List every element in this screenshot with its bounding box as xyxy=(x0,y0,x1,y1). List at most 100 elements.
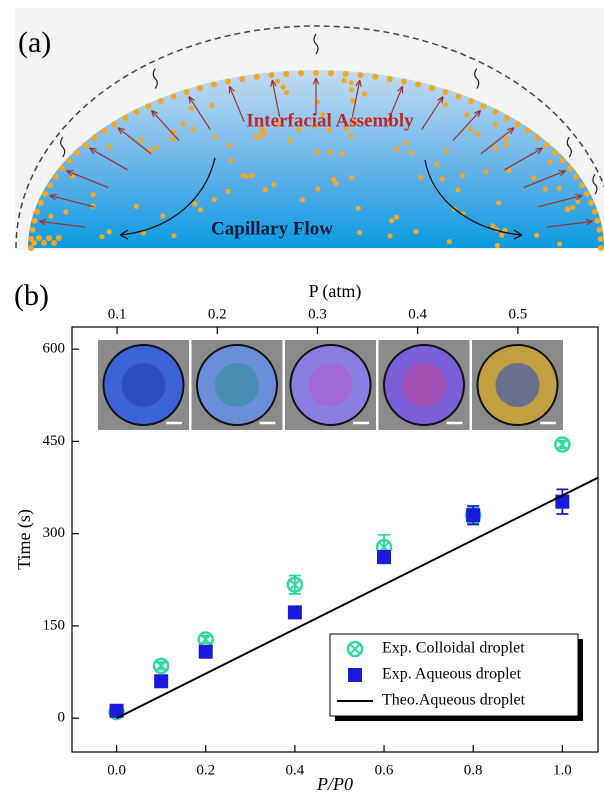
particle xyxy=(56,235,62,241)
surface-particle xyxy=(145,103,152,110)
surface-particle xyxy=(28,245,34,251)
particle xyxy=(333,180,339,186)
surface-particle xyxy=(415,81,422,88)
particle xyxy=(41,240,47,246)
particle xyxy=(356,230,363,236)
evaporation-mark xyxy=(313,33,319,55)
outer-boundary xyxy=(15,25,604,249)
circle-x-marker xyxy=(346,640,364,658)
x2-tick-label: 0.2 xyxy=(208,306,227,322)
particle xyxy=(343,125,349,131)
arrow-head xyxy=(355,79,362,88)
surface-particle xyxy=(59,165,66,172)
y-axis-label: Time (s) xyxy=(14,509,35,570)
surface-particle xyxy=(534,134,541,141)
surface-particle xyxy=(455,93,462,100)
particle xyxy=(547,159,553,165)
surface-particle xyxy=(428,85,435,92)
marker-cross xyxy=(289,578,301,591)
surface-particle xyxy=(386,75,393,82)
particle xyxy=(160,213,166,219)
square-marker xyxy=(154,674,169,689)
y-tick-label: 300 xyxy=(43,525,66,541)
particle xyxy=(565,206,571,213)
circle-x-marker xyxy=(286,576,304,593)
surface-particle xyxy=(579,182,586,189)
particle xyxy=(394,146,400,152)
arrow-head xyxy=(585,218,593,226)
annotation: Capillary Flow xyxy=(211,218,333,239)
legend-label: Theo.Aqueous droplet xyxy=(382,692,526,709)
square-marker xyxy=(555,494,570,509)
arrow-head xyxy=(88,147,97,155)
particle xyxy=(213,134,219,140)
surface-particle xyxy=(224,78,231,85)
x2-tick-label: 0.4 xyxy=(408,306,427,322)
flow-arrow-head xyxy=(513,229,523,240)
surface-particle xyxy=(573,173,580,180)
surface-particle xyxy=(253,73,260,80)
particle xyxy=(90,192,96,198)
surface-particle xyxy=(283,70,290,77)
assembly-arrow xyxy=(504,147,543,171)
marker-cross xyxy=(155,660,167,672)
marker-ring xyxy=(152,657,170,675)
x2-tick-label: 0.5 xyxy=(508,306,527,322)
surface-particle xyxy=(91,134,98,141)
marker-cross xyxy=(556,438,569,451)
particle xyxy=(418,174,424,180)
surface-particle xyxy=(543,142,550,149)
arrow-head xyxy=(558,170,566,177)
particle xyxy=(188,105,195,111)
particle xyxy=(228,157,234,163)
square-marker xyxy=(287,605,302,620)
surface-particle xyxy=(157,98,164,105)
evaporation-mark xyxy=(60,136,66,158)
arrow-head xyxy=(507,127,515,135)
particle xyxy=(408,150,414,156)
particle xyxy=(326,127,332,133)
particle xyxy=(443,148,449,154)
evaporation-mark xyxy=(152,68,158,89)
particle xyxy=(280,84,286,90)
y-tick-label: 0 xyxy=(58,710,66,726)
arrow-head xyxy=(535,147,544,155)
arrow-head xyxy=(575,193,583,201)
particle xyxy=(394,214,400,220)
particle xyxy=(496,200,502,206)
annotation: Interfacial Assembly xyxy=(246,110,414,131)
particle xyxy=(341,77,347,84)
particle xyxy=(355,205,361,211)
particle xyxy=(46,235,52,241)
particle xyxy=(556,185,562,191)
assembly-arrow xyxy=(480,127,515,155)
assembly-arrow xyxy=(271,79,281,117)
x-tick-label: 0.0 xyxy=(107,762,126,778)
surface-particle xyxy=(101,127,108,134)
assembly-arrow xyxy=(351,79,361,117)
particle xyxy=(315,186,321,192)
particle xyxy=(36,235,42,241)
panel-label: (b) xyxy=(14,279,49,312)
surface-particle xyxy=(514,121,521,128)
assembly-arrow xyxy=(452,110,482,141)
particle xyxy=(446,239,452,245)
x2-tick-label: 0.3 xyxy=(308,306,327,322)
particle xyxy=(464,112,470,118)
surface-particle xyxy=(480,103,487,110)
particle xyxy=(439,176,445,182)
particle xyxy=(339,151,345,157)
surface-particle xyxy=(170,93,177,100)
particle xyxy=(48,213,54,219)
flow-arrow-head xyxy=(119,229,129,240)
surface-particle xyxy=(588,199,595,206)
surface-particle xyxy=(327,70,334,77)
particle xyxy=(274,121,281,127)
particle xyxy=(403,140,409,146)
assembly-arrow xyxy=(49,194,95,208)
particle xyxy=(499,232,505,238)
particle xyxy=(271,181,277,188)
particle xyxy=(99,234,105,240)
particle xyxy=(503,135,509,142)
